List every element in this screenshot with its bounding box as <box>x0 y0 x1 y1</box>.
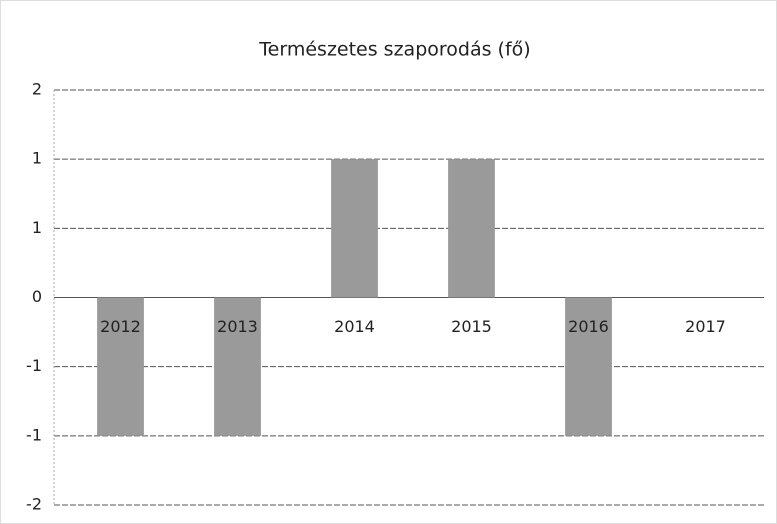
y-tick-label: -2 <box>26 495 42 514</box>
x-tick-label: 2012 <box>100 317 141 336</box>
y-tick-label: 0 <box>32 287 42 306</box>
bar <box>214 297 261 436</box>
bar <box>97 297 144 436</box>
y-tick-label: -1 <box>26 425 42 444</box>
y-tick-label: 1 <box>32 218 42 237</box>
chart-title: Természetes szaporodás (fő) <box>258 39 530 61</box>
bar <box>331 159 378 298</box>
x-tick-label: 2015 <box>451 317 492 336</box>
bar <box>448 159 495 298</box>
y-tick-label: 1 <box>32 149 42 168</box>
x-tick-label: 2017 <box>685 317 726 336</box>
x-tick-label: 2014 <box>334 317 375 336</box>
y-tick-label: -1 <box>26 356 42 375</box>
y-tick-label: 2 <box>32 80 42 99</box>
bar <box>565 297 612 436</box>
x-tick-label: 2016 <box>568 317 609 336</box>
x-tick-label: 2013 <box>217 317 258 336</box>
